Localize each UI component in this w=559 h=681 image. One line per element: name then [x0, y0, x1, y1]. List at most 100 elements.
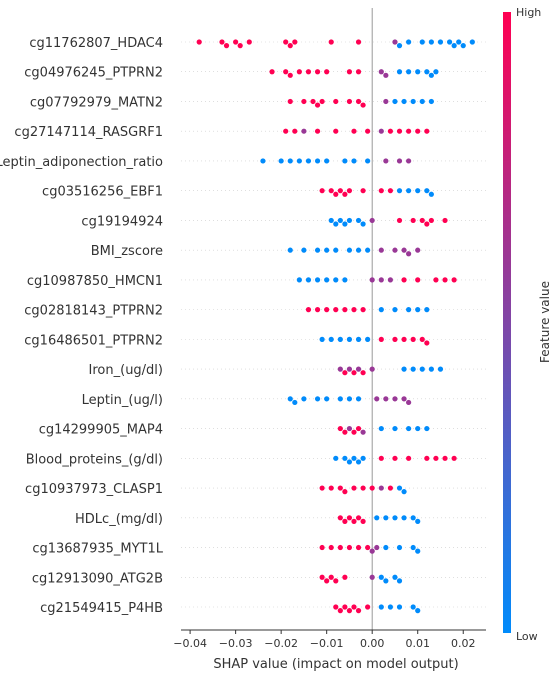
shap-point	[410, 336, 416, 342]
shap-point	[342, 221, 348, 227]
shap-point	[346, 217, 353, 224]
shap-point	[410, 98, 416, 105]
shap-point	[337, 544, 343, 551]
shap-point	[301, 98, 307, 105]
shap-point	[333, 455, 339, 461]
shap-point	[301, 128, 307, 134]
shap-point	[392, 574, 398, 580]
shap-point	[383, 72, 389, 78]
shap-point	[406, 128, 412, 134]
shap-point	[355, 69, 362, 75]
shap-point	[378, 277, 384, 283]
shap-point	[233, 39, 239, 45]
shap-point	[355, 247, 362, 253]
shap-point	[365, 128, 371, 134]
shap-point	[406, 307, 412, 313]
feature-label: Leptin_adiponection_ratio	[0, 155, 163, 170]
shap-point	[196, 39, 202, 45]
shap-point	[365, 336, 371, 342]
shap-point	[360, 102, 366, 108]
shap-point	[401, 277, 407, 283]
shap-point	[314, 69, 321, 75]
shap-point	[328, 217, 334, 224]
shap-point	[419, 336, 425, 342]
shap-point	[387, 277, 394, 283]
shap-point	[337, 336, 343, 342]
shap-point	[346, 336, 353, 342]
shap-point	[378, 336, 384, 342]
shap-point	[401, 515, 407, 521]
shap-point	[410, 544, 416, 551]
shap-point	[369, 217, 375, 224]
shap-point	[360, 455, 366, 461]
shap-point	[415, 69, 421, 75]
shap-point	[406, 188, 412, 194]
shap-point	[319, 574, 325, 580]
shap-point	[328, 574, 334, 580]
shap-point	[383, 544, 389, 551]
shap-point	[301, 396, 307, 402]
shap-point	[260, 158, 266, 164]
shap-point	[287, 247, 293, 253]
shap-point	[314, 396, 321, 402]
shap-point	[415, 608, 421, 614]
shap-point	[355, 396, 362, 402]
shap-point	[337, 188, 343, 194]
feature-label: cg02818143_PTPRN2	[24, 304, 163, 319]
shap-point	[342, 489, 348, 495]
shap-point	[283, 69, 289, 75]
shap-point	[396, 158, 403, 164]
shap-point	[424, 340, 430, 346]
shap-point	[342, 191, 348, 197]
shap-point	[314, 158, 321, 164]
shap-point	[237, 43, 243, 49]
x-tick-label: −0.03	[219, 637, 253, 650]
shap-point	[369, 574, 375, 580]
colorbar	[503, 12, 511, 633]
shap-point	[387, 188, 394, 194]
shap-point	[296, 158, 302, 164]
shap-point	[342, 518, 348, 524]
shap-point	[378, 425, 384, 432]
shap-point	[324, 69, 330, 75]
shap-point	[419, 217, 425, 224]
shap-point	[333, 128, 339, 134]
shap-point	[410, 515, 416, 521]
shap-point	[424, 188, 430, 194]
shap-point	[324, 158, 330, 164]
shap-point	[355, 366, 362, 372]
x-tick-label: −0.04	[173, 637, 207, 650]
shap-point	[446, 39, 453, 45]
shap-point	[424, 425, 430, 432]
shap-point	[396, 43, 403, 49]
shap-point	[351, 370, 357, 376]
shap-point	[346, 188, 353, 194]
shap-point	[401, 98, 407, 105]
shap-point	[342, 370, 348, 376]
shap-point	[419, 98, 425, 105]
shap-point	[406, 455, 412, 461]
shap-point	[333, 98, 339, 105]
shap-point	[324, 307, 330, 313]
shap-point	[387, 604, 394, 610]
shap-point	[355, 217, 362, 224]
shap-point	[433, 69, 439, 75]
shap-point	[456, 39, 462, 45]
shap-point	[351, 604, 357, 610]
shap-point	[365, 158, 371, 164]
shap-point	[387, 128, 394, 134]
shap-point	[365, 544, 371, 551]
shap-point	[246, 39, 252, 45]
feature-label: Leptin_(ug/l)	[82, 393, 163, 408]
shap-point	[342, 574, 348, 580]
shap-point	[428, 366, 434, 372]
shap-point	[346, 69, 353, 75]
shap-point	[337, 425, 343, 432]
shap-point	[369, 366, 375, 372]
shap-point	[328, 39, 334, 45]
shap-point	[319, 485, 325, 491]
shap-point	[392, 396, 398, 402]
shap-point	[342, 604, 348, 610]
shap-point	[360, 307, 366, 313]
